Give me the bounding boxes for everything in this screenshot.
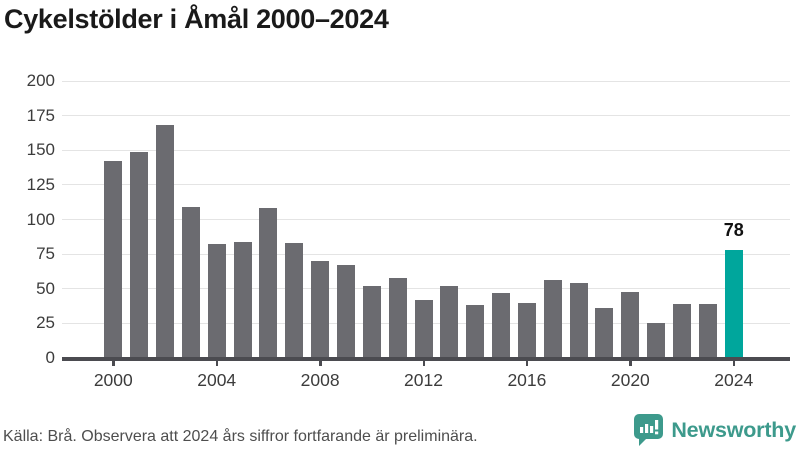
gridline	[62, 80, 790, 82]
bar-2013	[440, 285, 459, 358]
source-note: Källa: Brå. Observera att 2024 års siffr…	[3, 428, 478, 445]
bar-2004	[207, 244, 226, 358]
y-axis-tick-label: 200	[26, 71, 55, 90]
bar-2024	[724, 249, 743, 358]
bar-2003	[181, 207, 200, 358]
x-axis-tick	[525, 360, 529, 366]
bar-2022	[673, 303, 692, 358]
x-axis-tick	[732, 360, 736, 366]
bar-2011	[388, 277, 407, 358]
bar-2015	[492, 292, 511, 358]
bar-2007	[285, 243, 304, 358]
bar-2017	[543, 280, 562, 358]
x-axis-tick	[629, 360, 632, 366]
x-axis-tick-label: 2008	[300, 370, 340, 390]
plot-area: 0 25 50 75 100 125 150 175 200 78 2000 2004 2008 2012…	[26, 71, 790, 390]
newsworthy-icon	[634, 414, 664, 446]
y-axis-tick-label: 25	[36, 313, 55, 333]
bar-2008	[311, 261, 330, 358]
bar-2014	[466, 305, 485, 358]
y-axis-tick-label: 100	[26, 209, 55, 229]
x-axis-tick	[319, 360, 322, 366]
bar-2005	[233, 241, 252, 358]
gridline	[62, 184, 790, 186]
bar-2002	[156, 125, 174, 358]
y-axis-tick-label: 50	[36, 278, 55, 298]
x-axis-tick-label: 2012	[404, 370, 443, 390]
gridline	[62, 219, 790, 220]
bar-2006	[259, 208, 278, 358]
x-axis-tick	[112, 360, 115, 366]
bar-value-label: 78	[723, 219, 744, 240]
bar-2019	[595, 308, 614, 358]
x-axis-tick-label: 2016	[507, 370, 547, 390]
gridline	[62, 253, 790, 255]
bar-2009	[336, 265, 355, 358]
bar-2023	[698, 303, 717, 358]
x-axis-tick	[422, 360, 426, 366]
bar-2021	[647, 323, 666, 358]
bar-2012	[414, 299, 433, 358]
y-axis-tick-label: 0	[45, 348, 55, 367]
bar-2000	[104, 161, 123, 358]
x-axis-tick-label: 2024	[714, 370, 754, 390]
gridline	[62, 115, 790, 117]
y-axis-tick-label: 175	[26, 105, 55, 125]
bar-2001	[130, 151, 149, 358]
bar-2018	[569, 283, 588, 358]
y-axis-tick-label: 75	[36, 244, 55, 264]
y-axis-tick-label: 150	[26, 140, 55, 160]
gridline	[62, 149, 790, 151]
bar-2010	[362, 285, 381, 358]
chart-title: Cykelstölder i Åmål 2000–2024	[4, 4, 389, 34]
newsworthy-logo: Newsworthy	[633, 413, 796, 447]
gridline	[62, 288, 790, 290]
y-axis-tick-label: 125	[26, 174, 55, 194]
x-axis-line	[62, 357, 790, 361]
x-axis-tick-label: 2000	[93, 370, 133, 390]
bar-2016	[517, 302, 536, 358]
x-axis-tick-label: 2020	[610, 370, 650, 390]
x-axis-tick-label: 2004	[197, 370, 237, 390]
bar-2020	[621, 291, 640, 358]
newsworthy-wordmark: Newsworthy	[671, 417, 796, 442]
x-axis-tick	[215, 360, 219, 366]
